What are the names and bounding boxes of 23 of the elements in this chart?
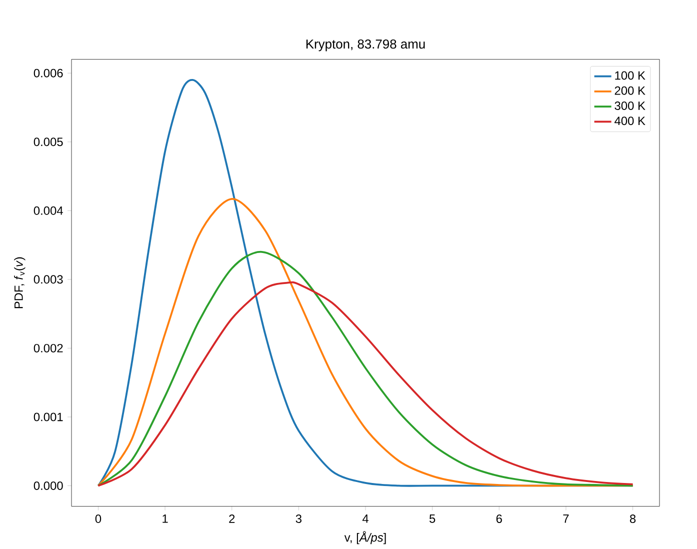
x-tick-label: 7 (563, 514, 569, 523)
y-axis-title: PDF, f$_{v}$(v) (14, 257, 26, 308)
legend-label: 300 K (614, 102, 646, 110)
y-tick-label: 0.002 (34, 344, 63, 352)
x-tick-label: 6 (496, 514, 502, 523)
y-tick-label: 0.003 (34, 275, 63, 284)
y-tick-label: 0.006 (34, 68, 63, 78)
chart-title: Krypton, 83.798 amu (306, 39, 425, 52)
y-tick-label: 0.004 (34, 206, 63, 215)
x-tick-label: 0 (95, 514, 102, 523)
legend-label: 400 K (614, 116, 646, 126)
x-tick-label: 8 (630, 514, 636, 523)
x-tick-label: 1 (162, 514, 168, 523)
x-tick-label: 2 (229, 514, 235, 523)
x-tick-label: 3 (296, 514, 302, 523)
y-tick-label: 0.000 (34, 481, 63, 490)
legend-label: 200 K (614, 86, 646, 95)
x-tick-label: 5 (429, 514, 436, 523)
y-tick-label: 0.005 (34, 138, 63, 146)
x-tick-label: 4 (362, 514, 368, 523)
x-axis-title: v, [Å/ps] (344, 531, 386, 544)
y-tick-label: 0.001 (34, 412, 63, 422)
legend-label: 100 K (615, 71, 646, 80)
